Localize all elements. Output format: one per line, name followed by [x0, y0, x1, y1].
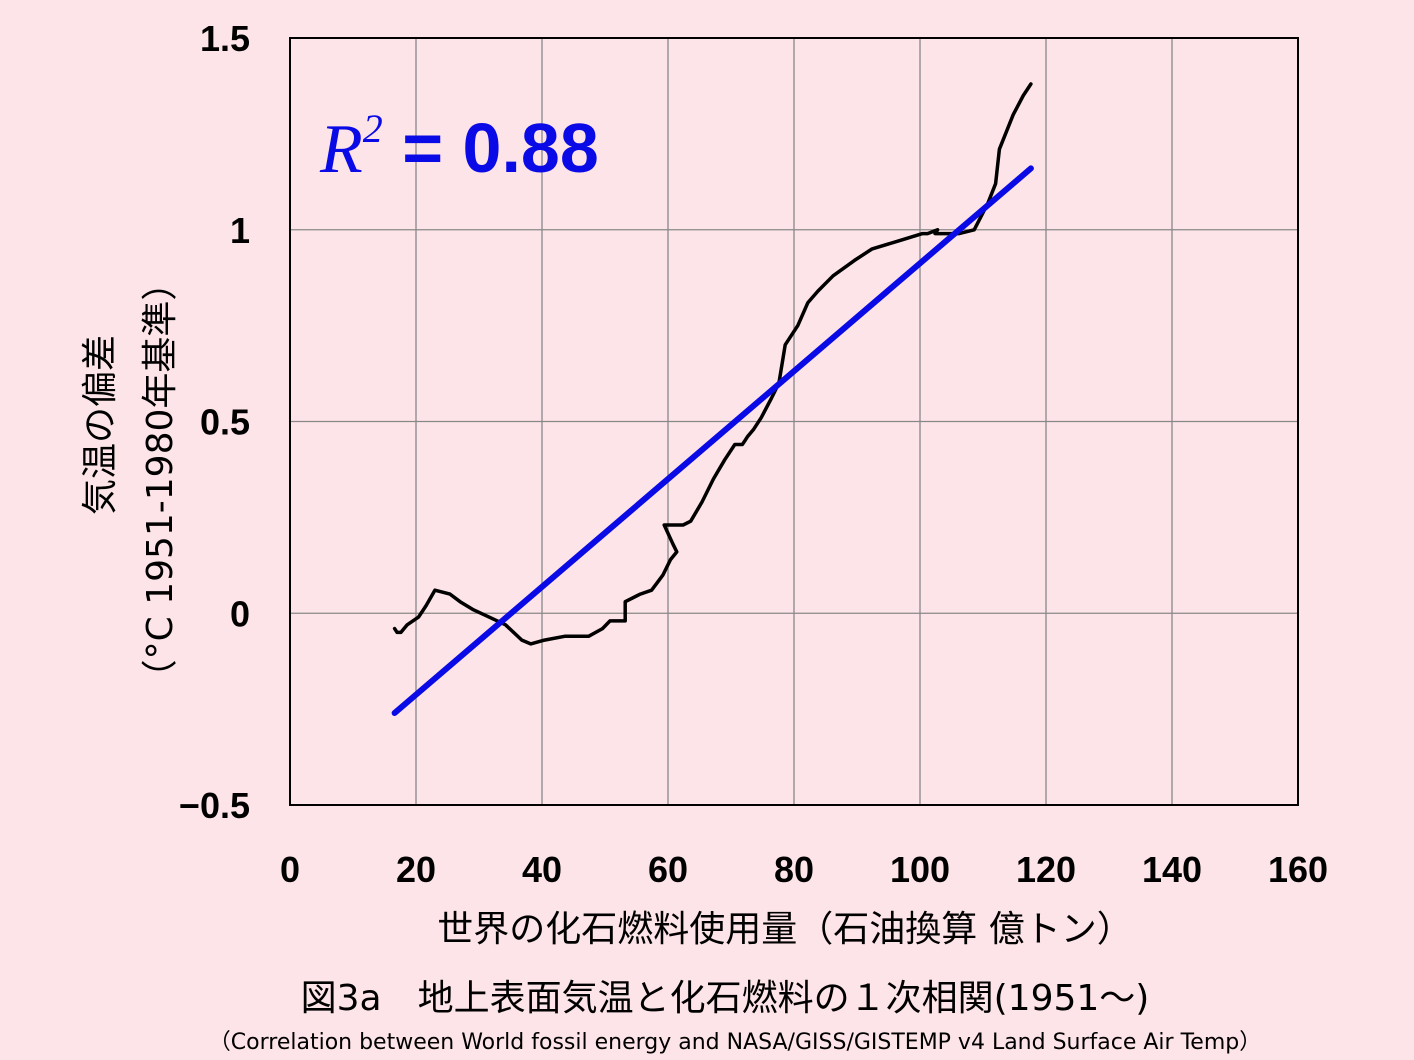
x-tick-label: 60 [648, 849, 688, 890]
x-tick-label: 120 [1016, 849, 1076, 890]
x-tick-label: 0 [280, 849, 300, 890]
y-axis-title-line1: 気温の偏差 [80, 335, 121, 515]
y-axis-title-line2: （°C 1951-1980年基準） [140, 265, 181, 696]
y-tick-label: 1.5 [200, 18, 250, 59]
x-tick-label: 160 [1268, 849, 1328, 890]
x-tick-label: 80 [774, 849, 814, 890]
r-squared-value: = 0.88 [383, 109, 599, 187]
y-tick-label: −0.5 [179, 785, 250, 826]
x-tick-label: 40 [522, 849, 562, 890]
trendline [391, 165, 1034, 716]
r-symbol: R [319, 111, 363, 188]
figure-subcaption: （Correlation between World fossil energy… [209, 1030, 1261, 1055]
series-group [391, 82, 1034, 716]
y-tick-label: 0 [230, 593, 250, 634]
x-tick-label: 100 [890, 849, 950, 890]
x-tick-labels: 0 20 40 60 80 100 120 140 160 [280, 849, 1328, 890]
y-tick-label: 1 [230, 210, 250, 251]
r-squared-annotation: R2 = 0.88 [319, 106, 599, 188]
y-tick-label: 0.5 [200, 402, 250, 443]
x-axis-title: 世界の化石燃料使用量（石油換算 億トン） [437, 909, 1132, 950]
x-tick-label: 20 [396, 849, 436, 890]
figure-caption: 図3a 地上表面気温と化石燃料の１次相関(1951〜) [301, 978, 1150, 1019]
y-tick-labels: −0.5 0 0.5 1 1.5 [179, 18, 250, 826]
r-superscript: 2 [363, 106, 383, 151]
x-tick-label: 140 [1142, 849, 1202, 890]
plot-frame [289, 37, 1299, 806]
